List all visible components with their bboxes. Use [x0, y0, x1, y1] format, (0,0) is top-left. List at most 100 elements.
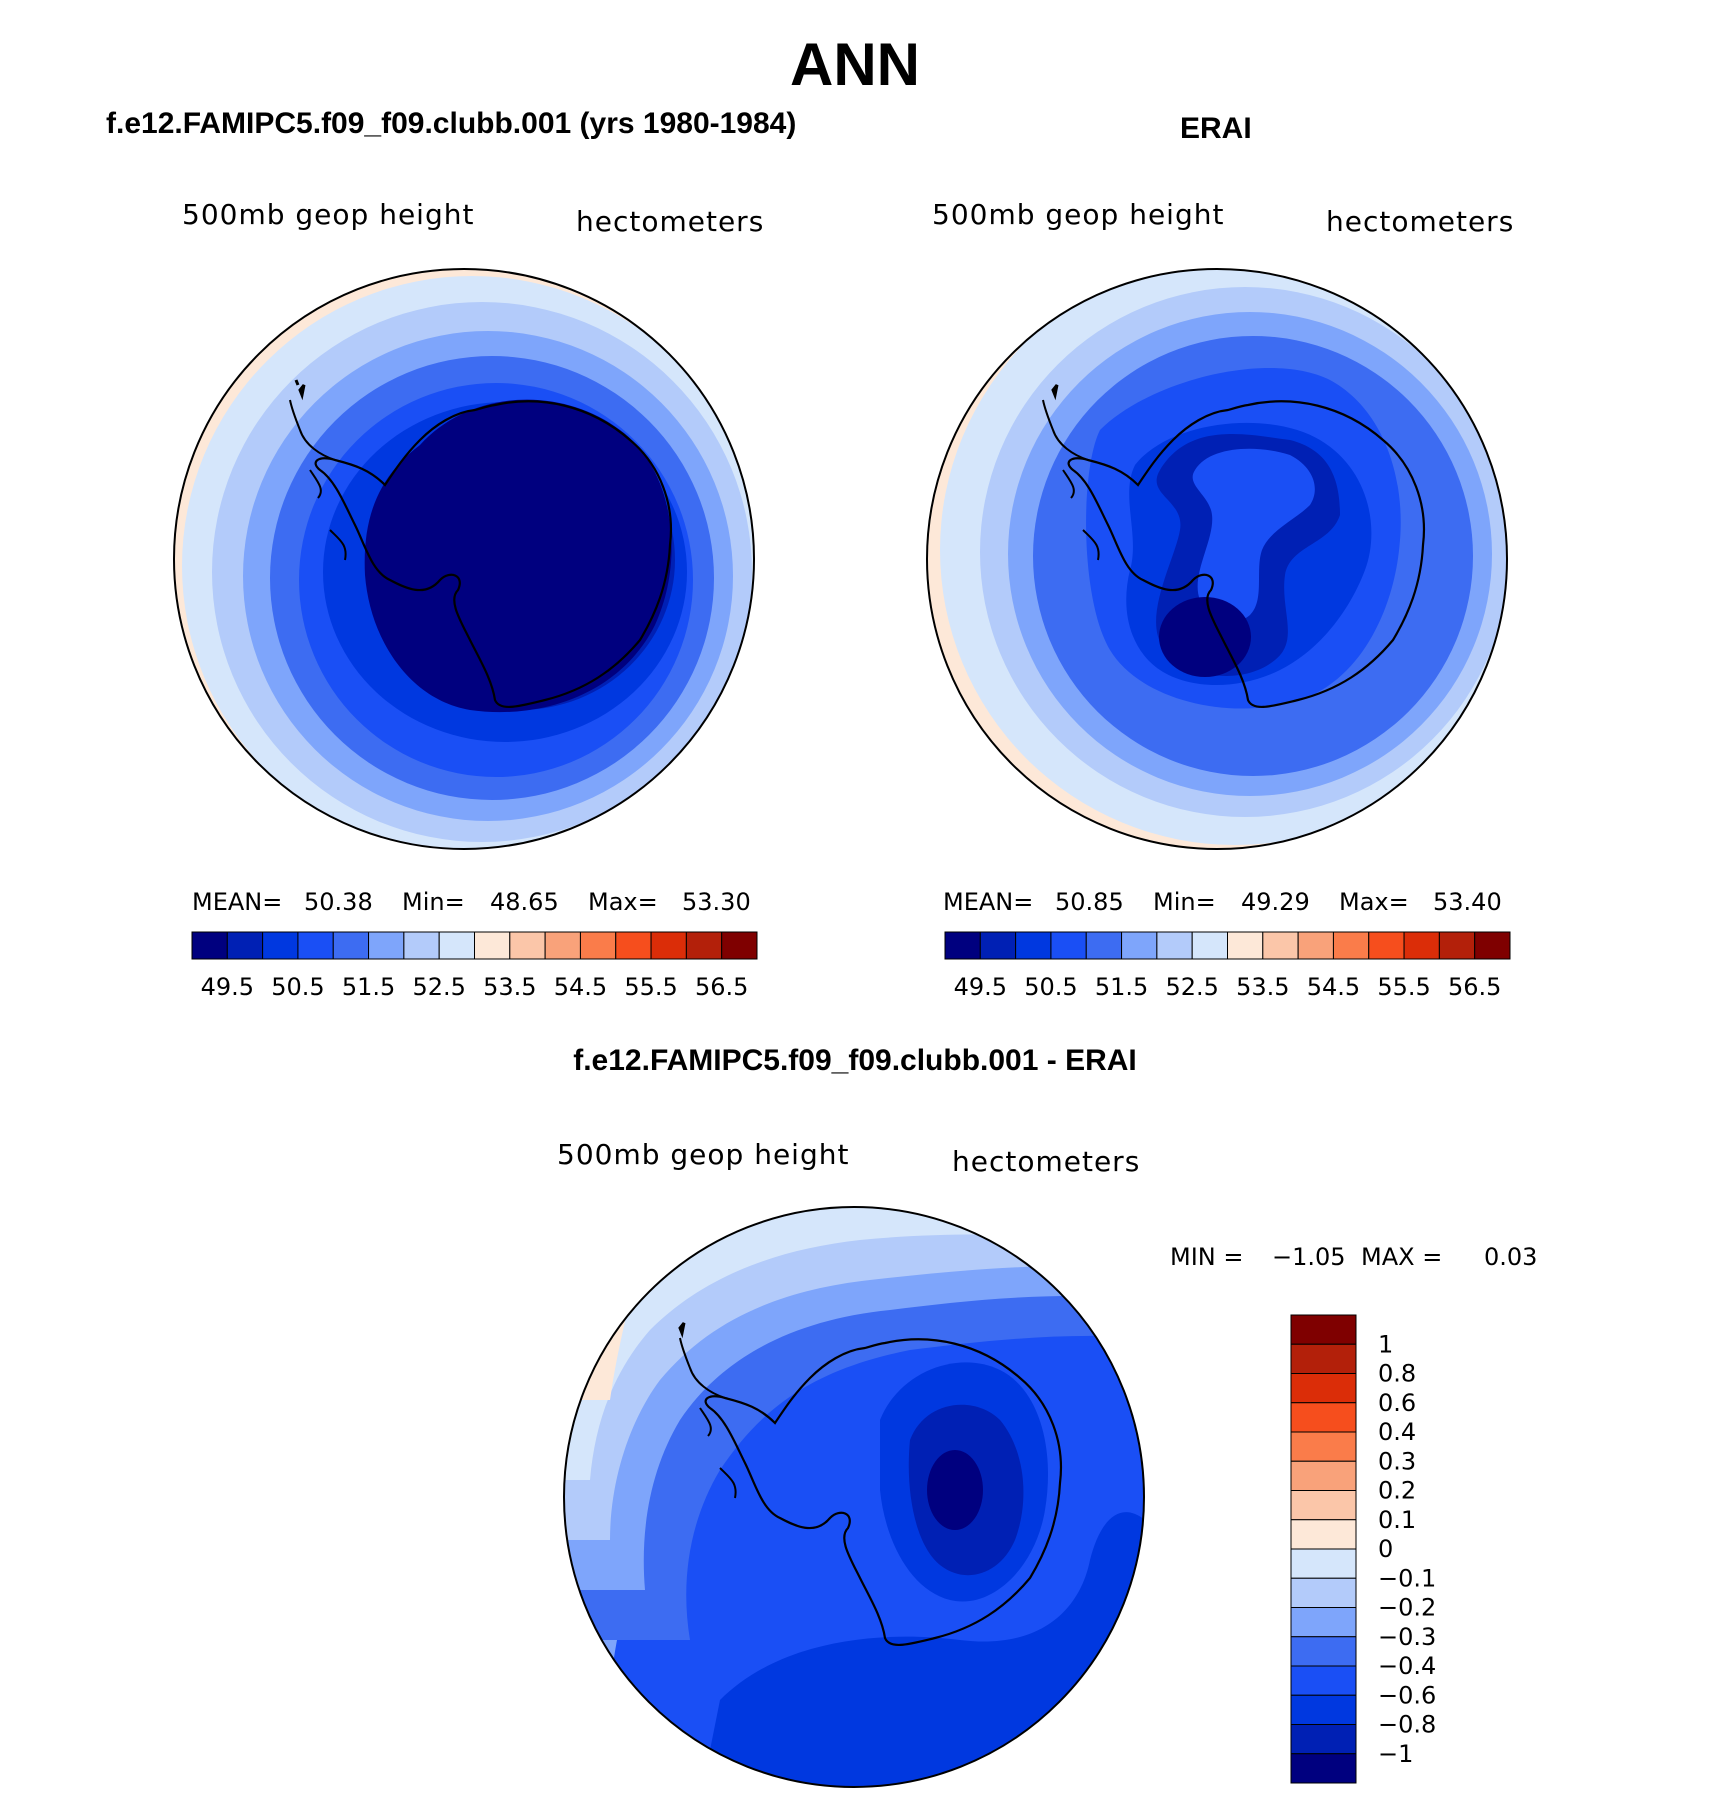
colorbar-swatch [1290, 1343, 1357, 1374]
colorbar-swatch [1290, 1724, 1357, 1755]
max-value: 53.40 [1433, 888, 1502, 916]
map-difference [564, 1207, 1144, 1787]
mean-label: MEAN= [943, 888, 1034, 916]
colorbar-swatch [721, 931, 758, 960]
colorbar-model: 49.5 50.5 51.5 52.5 53.5 54.5 55.5 56.5 [191, 931, 758, 1001]
colorbar-tick-label: 51.5 [342, 973, 395, 1001]
colorbar-tick-label: 56.5 [695, 973, 748, 1001]
colorbar-tick-label: 55.5 [624, 973, 677, 1001]
colorbar-tick-label: −1 [1378, 1740, 1413, 1768]
panel-units-label: hectometers [952, 1145, 1141, 1178]
colorbar-swatch [1290, 1519, 1357, 1550]
coastline-antarctica [704, 1338, 1062, 1646]
colorbar-swatch [650, 931, 687, 960]
contour-band [927, 1450, 983, 1530]
coastline-island [1051, 384, 1059, 401]
colorbar-tick-label: 53.5 [1236, 973, 1289, 1001]
colorbar-swatch [1290, 1314, 1357, 1345]
colorbar-tick-label: −0.3 [1378, 1623, 1436, 1651]
colorbar-swatch [1297, 931, 1334, 960]
map-model [174, 269, 754, 849]
coastline-antarctica [314, 400, 672, 708]
mean-value: 50.38 [304, 888, 373, 916]
colorbar-swatch [1227, 931, 1264, 960]
min-label: Min= [402, 888, 465, 916]
colorbar-swatch [262, 931, 299, 960]
min-value: 48.65 [490, 888, 559, 916]
min-label: MIN = [1170, 1243, 1244, 1271]
colorbar-swatch [1290, 1753, 1357, 1784]
coastline-peninsula [1042, 399, 1100, 561]
colorbar-swatch [544, 931, 581, 960]
colorbar-swatch [1290, 1460, 1357, 1491]
panel-units-label: hectometers [576, 205, 765, 238]
colorbar-swatch [1015, 931, 1052, 960]
contour-band [364, 399, 672, 713]
colorbar-tick-label: 0.4 [1378, 1418, 1416, 1446]
min-label: Min= [1153, 888, 1216, 916]
colorbar-tick-label: 0.2 [1378, 1477, 1416, 1505]
colorbar-tick-label: 0.1 [1378, 1506, 1416, 1534]
colorbar-tick-label: 0.6 [1378, 1389, 1416, 1417]
colorbar-swatch [1290, 1402, 1357, 1433]
panel-variable-label: 500mb geop height [557, 1138, 850, 1171]
max-value: 53.30 [682, 888, 751, 916]
colorbar-swatch [1290, 1636, 1357, 1667]
colorbar-swatch [1050, 931, 1087, 960]
colorbar-swatch [579, 931, 617, 960]
colorbar-swatch [979, 931, 1017, 960]
coastline-antarctica [1067, 400, 1425, 708]
contour-band [1192, 448, 1315, 622]
colorbar-tick-label: 54.5 [554, 973, 607, 1001]
max-label: Max= [588, 888, 658, 916]
colorbar-swatch [509, 931, 546, 960]
colorbar-tick-label: −0.6 [1378, 1681, 1436, 1709]
colorbar-tick-label: 0.3 [1378, 1447, 1416, 1475]
colorbar-difference: 10.80.60.40.30.20.10−0.1−0.2−0.3−0.4−0.6… [1290, 1314, 1436, 1784]
colorbar-tick-label: −0.2 [1378, 1594, 1436, 1622]
colorbar-swatch [474, 931, 511, 960]
map-frame-obs [926, 268, 1508, 850]
map-obs [927, 269, 1507, 849]
colorbar-swatch [1156, 931, 1193, 960]
colorbar-tick-label: 49.5 [954, 973, 1007, 1001]
colorbar-obs: 49.5 50.5 51.5 52.5 53.5 54.5 55.5 56.5 [944, 931, 1511, 1001]
colorbar-tick-label: 52.5 [1165, 973, 1218, 1001]
colorbar-swatch [1290, 1548, 1357, 1579]
colorbar-swatch [1290, 1665, 1357, 1696]
colorbar-tick-label: 54.5 [1307, 973, 1360, 1001]
mean-value: 50.85 [1055, 888, 1124, 916]
coastline-peninsula [679, 1337, 737, 1499]
colorbar-tick-label: 0.8 [1378, 1360, 1416, 1388]
figure-title: ANN [790, 31, 920, 98]
panel-title-obs: ERAI [1180, 112, 1252, 145]
colorbar-swatch [1290, 1373, 1357, 1404]
colorbar-swatch [1290, 1431, 1357, 1462]
map-frame-difference [563, 1206, 1145, 1788]
colorbar-swatch [332, 931, 370, 960]
max-label: MAX = [1361, 1243, 1443, 1271]
coastline-island [678, 1322, 686, 1339]
panel-variable-label: 500mb geop height [182, 198, 475, 231]
colorbar-tick-label: 50.5 [271, 973, 324, 1001]
coastline-peninsula [289, 399, 347, 561]
colorbar-tick-label: 55.5 [1377, 973, 1430, 1001]
contour-band [564, 1207, 1144, 1480]
colorbar-swatch [1262, 931, 1299, 960]
max-value: 0.03 [1484, 1243, 1538, 1271]
min-value: 49.29 [1241, 888, 1310, 916]
min-value: −1.05 [1272, 1243, 1346, 1271]
colorbar-swatch [438, 931, 475, 960]
colorbar-swatch [191, 931, 228, 960]
panel-units-label: hectometers [1326, 205, 1515, 238]
colorbar-swatch [368, 931, 405, 960]
colorbar-tick-label: 1 [1378, 1330, 1393, 1358]
colorbar-swatch [226, 931, 264, 960]
colorbar-swatch [1191, 931, 1228, 960]
colorbar-swatch [1332, 931, 1370, 960]
colorbar-swatch [685, 931, 723, 960]
colorbar-swatch [944, 931, 981, 960]
colorbar-tick-label: 0 [1378, 1535, 1393, 1563]
panel-title-difference: f.e12.FAMIPC5.f09_f09.clubb.001 - ERAI [573, 1044, 1137, 1077]
colorbar-swatch [1474, 931, 1511, 960]
